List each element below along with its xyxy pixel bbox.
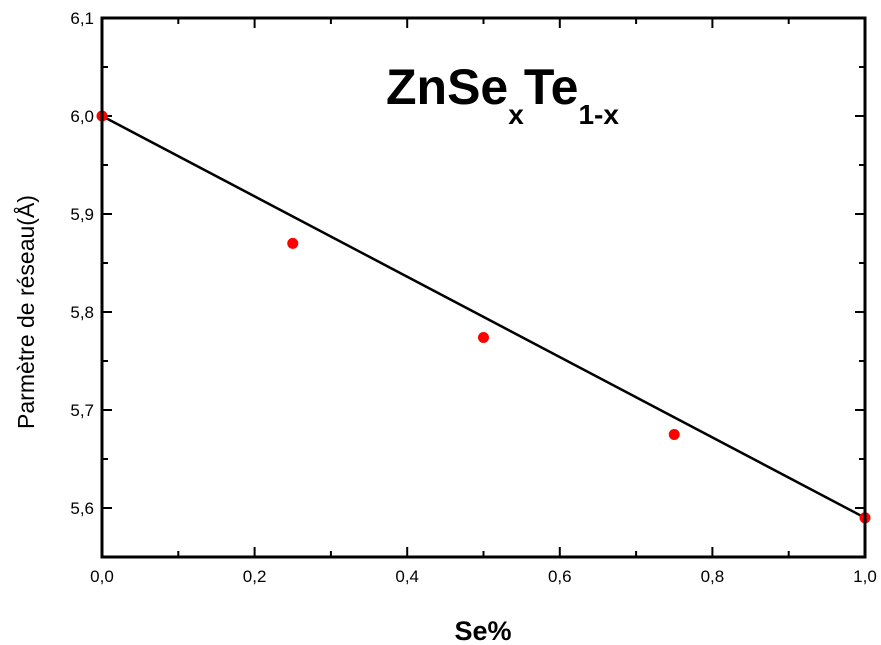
data-point: [287, 237, 299, 249]
x-tick-label: 0,2: [243, 567, 267, 586]
chart-title-base: ZnSe: [386, 59, 508, 115]
y-tick-label: 5,6: [70, 499, 94, 518]
y-axis-label: Parmètre de réseau(Å): [12, 195, 39, 429]
x-tick-label: 0,0: [90, 567, 114, 586]
x-tick-label: 0,8: [701, 567, 725, 586]
x-tick-label: 0,4: [395, 567, 419, 586]
x-axis-label: Se%: [454, 616, 511, 645]
x-tick-label: 0,6: [548, 567, 572, 586]
x-tick-label: 1,0: [853, 567, 877, 586]
chart-title-sub2: 1-x: [578, 99, 619, 130]
y-tick-label: 5,8: [70, 303, 94, 322]
plot-frame: [100, 16, 867, 559]
data-point: [478, 331, 489, 343]
chart-title: ZnSexTe1-x: [386, 59, 619, 130]
axis-tick-labels: 0,0 0,2 0,4 0,6 0,8 1,0 5,6 5,7 5,8 5,9 6,0 6,1: [70, 9, 876, 586]
fit-line: [101, 114, 866, 519]
y-tick-label: 5,9: [70, 205, 94, 224]
y-tick-label: 6,1: [70, 9, 94, 28]
y-tick-label: 5,7: [70, 401, 94, 420]
chart-title-mid: Te: [524, 59, 579, 115]
chart-title-sub1: x: [508, 99, 524, 130]
data-point: [668, 429, 680, 440]
series-layer: [96, 110, 871, 524]
y-tick-label: 6,0: [70, 107, 94, 126]
